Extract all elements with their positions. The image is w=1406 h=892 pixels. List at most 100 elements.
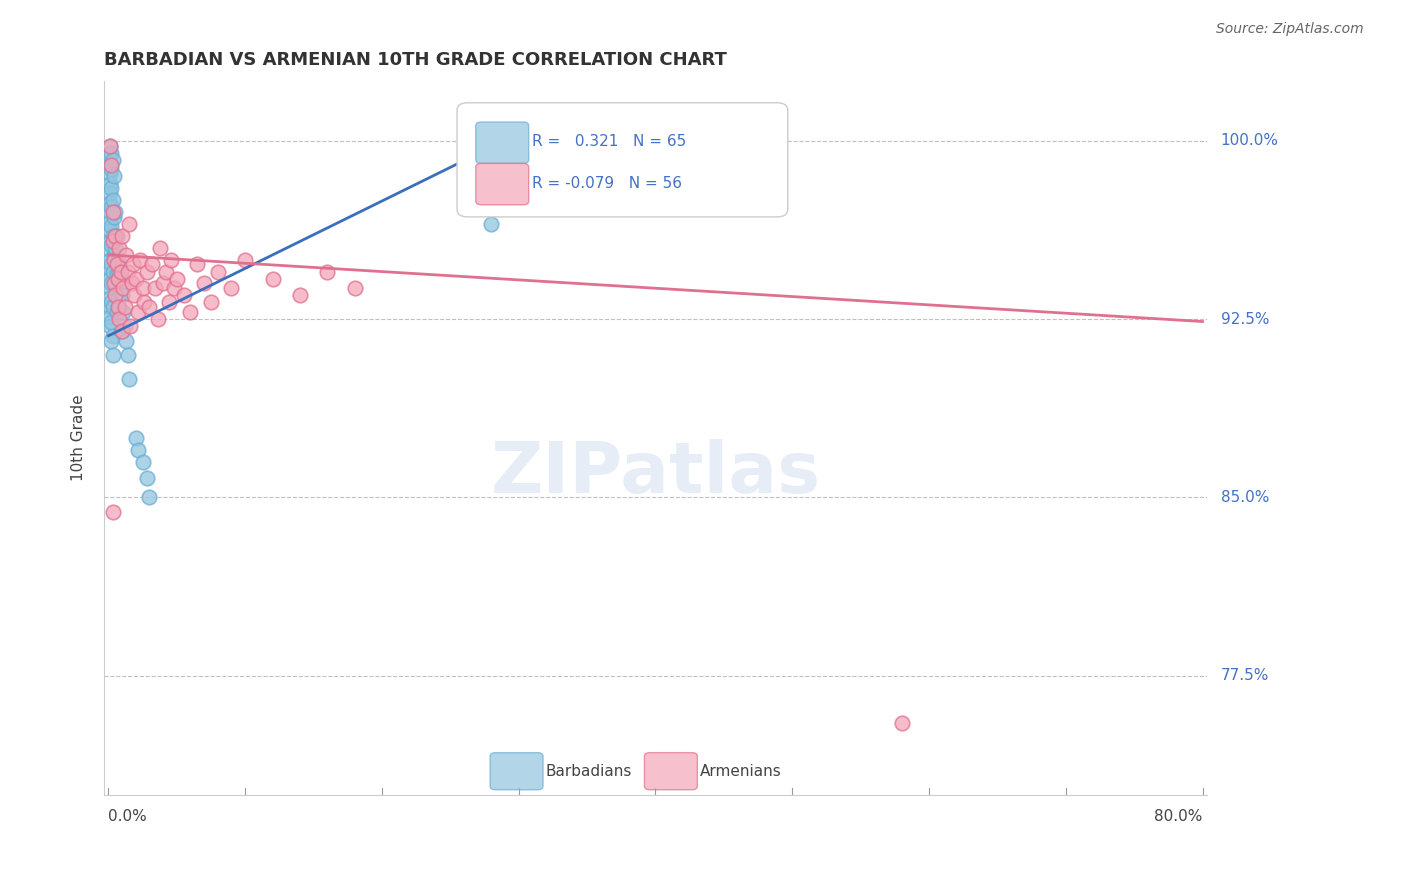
Point <box>105 257 128 271</box>
Point <box>98 252 121 267</box>
Point <box>101 228 124 243</box>
Point <box>118 371 141 385</box>
Point <box>101 348 124 362</box>
Text: R =   0.321   N = 65: R = 0.321 N = 65 <box>531 135 686 150</box>
Point <box>101 264 124 278</box>
Point <box>110 264 132 278</box>
Point <box>173 288 195 302</box>
Point <box>100 334 122 348</box>
FancyBboxPatch shape <box>457 103 787 217</box>
Point <box>98 205 121 219</box>
Point <box>111 228 134 243</box>
Point <box>124 288 146 302</box>
Point <box>98 234 121 248</box>
Point <box>118 217 141 231</box>
Point <box>101 505 124 519</box>
Point <box>160 252 183 267</box>
Text: 92.5%: 92.5% <box>1220 311 1270 326</box>
Point <box>111 324 134 338</box>
Text: 0.0%: 0.0% <box>108 809 148 824</box>
Point <box>112 305 135 319</box>
Point <box>107 252 129 267</box>
Point <box>98 186 121 200</box>
FancyBboxPatch shape <box>491 753 543 789</box>
Point <box>111 288 134 302</box>
Point <box>104 241 127 255</box>
Point <box>262 271 284 285</box>
Point <box>221 281 243 295</box>
Point <box>98 167 121 181</box>
Point <box>100 219 122 234</box>
Point <box>163 281 186 295</box>
Point <box>131 455 153 469</box>
Point <box>103 252 125 267</box>
Point <box>112 281 135 295</box>
Text: 85.0%: 85.0% <box>1220 490 1268 505</box>
Point <box>479 217 502 231</box>
FancyBboxPatch shape <box>644 753 697 789</box>
Point <box>146 312 169 326</box>
Point <box>143 281 166 295</box>
Point <box>132 295 155 310</box>
Point <box>107 291 129 305</box>
Point <box>104 277 127 291</box>
Text: R = -0.079   N = 56: R = -0.079 N = 56 <box>531 176 682 191</box>
Point <box>117 264 139 278</box>
Point <box>101 193 124 207</box>
Point <box>107 300 129 314</box>
Point <box>101 205 124 219</box>
Point <box>103 248 125 262</box>
Point <box>155 264 177 278</box>
Point <box>98 138 121 153</box>
Text: ZIPatlas: ZIPatlas <box>491 439 821 508</box>
Point <box>98 214 121 228</box>
Point <box>103 210 125 224</box>
Point <box>193 277 215 291</box>
Point <box>100 162 122 177</box>
Point <box>98 271 121 285</box>
Point <box>117 348 139 362</box>
Point <box>108 241 131 255</box>
Point <box>127 305 149 319</box>
Point <box>288 288 311 302</box>
Point <box>111 324 134 338</box>
Point <box>186 257 208 271</box>
Point <box>152 277 174 291</box>
FancyBboxPatch shape <box>475 163 529 205</box>
Point <box>98 319 121 334</box>
Point <box>98 300 121 314</box>
Text: Source: ZipAtlas.com: Source: ZipAtlas.com <box>1216 22 1364 37</box>
Point <box>179 305 201 319</box>
Point <box>105 267 128 281</box>
Point <box>100 277 122 291</box>
Point <box>101 328 124 343</box>
Text: 77.5%: 77.5% <box>1220 668 1268 683</box>
Point <box>138 491 160 505</box>
Point <box>200 295 222 310</box>
Point <box>105 305 128 319</box>
Point <box>104 205 127 219</box>
Point <box>98 224 121 238</box>
Text: Armenians: Armenians <box>700 764 782 779</box>
Point <box>101 300 124 314</box>
Point <box>100 314 122 328</box>
Point <box>100 257 122 271</box>
Point <box>157 295 180 310</box>
Point <box>100 200 122 214</box>
Point <box>98 177 121 191</box>
Point <box>316 264 339 278</box>
Point <box>149 241 172 255</box>
Point <box>100 145 122 160</box>
Point <box>103 277 125 291</box>
Point <box>890 716 912 731</box>
Point <box>166 271 188 285</box>
Point <box>122 257 145 271</box>
Point <box>115 248 138 262</box>
Y-axis label: 10th Grade: 10th Grade <box>72 395 86 482</box>
Point <box>114 319 136 334</box>
Point <box>105 228 128 243</box>
Point <box>98 310 121 324</box>
Point <box>233 252 256 267</box>
Text: 80.0%: 80.0% <box>1154 809 1202 824</box>
Point <box>101 234 124 248</box>
